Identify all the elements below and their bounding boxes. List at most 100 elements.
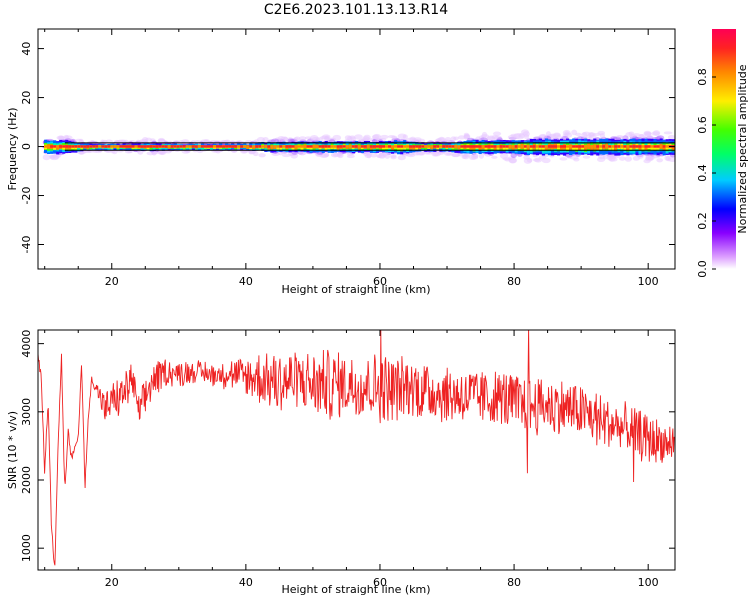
spectrogram-peak-cell bbox=[378, 145, 383, 148]
spectrogram-peak-cell bbox=[599, 145, 603, 148]
spectrogram-band-cell bbox=[644, 145, 648, 151]
spectrogram-peak-cell bbox=[424, 145, 428, 148]
spectrogram-peak-cell bbox=[526, 145, 531, 148]
spectrogram-noise-cell bbox=[491, 134, 499, 140]
spectrogram-band-cell bbox=[291, 145, 295, 150]
spectrogram-xtick-label: 60 bbox=[373, 275, 387, 288]
spectrogram-peak-cell bbox=[535, 145, 540, 148]
spectrogram-peak-cell bbox=[104, 145, 108, 148]
spectrogram-peak-cell bbox=[451, 145, 455, 148]
spectrogram-noise-cell bbox=[294, 136, 301, 142]
spectrogram-peak-cell bbox=[191, 145, 196, 148]
spectrogram-peak-cell bbox=[520, 145, 524, 148]
spectrogram-noise-cell bbox=[616, 135, 624, 139]
spectrogram-peak-cell bbox=[590, 145, 594, 148]
spectrogram-peak-cell bbox=[608, 145, 612, 148]
spectrogram-peak-cell bbox=[400, 145, 404, 148]
spectrogram-xtick-label: 100 bbox=[638, 275, 659, 288]
spectrogram-peak-cell bbox=[131, 145, 135, 148]
spectrogram-peak-cell bbox=[312, 145, 316, 148]
spectrogram-peak-cell bbox=[391, 145, 395, 148]
spectrogram-noise-cell bbox=[573, 157, 580, 162]
spectrogram-noise-cell bbox=[523, 155, 530, 160]
spectrogram-peak-cell bbox=[544, 145, 549, 148]
spectrogram-band-cell bbox=[566, 145, 570, 151]
spectrogram-noise-cell bbox=[444, 137, 451, 142]
spectrogram-peak-cell bbox=[270, 145, 274, 148]
spectrogram-peak-cell bbox=[348, 145, 352, 148]
spectrogram-peak-cell bbox=[113, 145, 117, 148]
spectrogram-peak-cell bbox=[95, 145, 99, 148]
spectrogram-peak-cell bbox=[532, 145, 537, 148]
snr-series-line bbox=[38, 330, 675, 566]
spectrogram-noise-cell bbox=[432, 150, 442, 157]
spectrogram-peak-cell bbox=[629, 145, 633, 148]
spectrogram-peak-cell bbox=[225, 145, 229, 148]
spectrogram-peak-cell bbox=[83, 145, 87, 148]
spectrogram-peak-cell bbox=[255, 145, 259, 148]
spectrogram-peak-cell bbox=[53, 145, 57, 148]
spectrogram-noise-cell bbox=[380, 134, 389, 139]
spectrogram-peak-cell bbox=[511, 145, 515, 148]
spectrogram-noise-cell bbox=[508, 157, 517, 164]
spectrogram-noise-cell bbox=[532, 158, 541, 162]
spectrogram-peak-cell bbox=[430, 145, 434, 148]
spectrogram-peak-cell bbox=[415, 145, 419, 148]
spectrogram-peak-cell bbox=[357, 145, 362, 148]
spectrogram-peak-cell bbox=[605, 145, 609, 148]
spectrogram-peak-cell bbox=[397, 145, 401, 148]
spectrogram-peak-cell bbox=[167, 145, 171, 148]
spectrogram-peak-cell bbox=[508, 145, 512, 148]
spectrogram-peak-cell bbox=[445, 145, 449, 148]
colorbar-label: Normalized spectral amplitude bbox=[736, 64, 749, 233]
spectrogram-band-cell bbox=[623, 145, 627, 151]
spectrogram-peak-cell bbox=[641, 145, 645, 148]
spectrogram-noise-cell bbox=[618, 156, 626, 161]
spectrogram-noise-cell bbox=[74, 138, 83, 142]
spectrogram-peak-cell bbox=[372, 145, 377, 148]
spectrogram-peak-cell bbox=[409, 145, 413, 148]
spectrogram-noise-cell bbox=[575, 132, 582, 137]
colorbar-tick-label: 0.6 bbox=[696, 116, 709, 134]
spectrogram-xlabel: Height of straight line (km) bbox=[281, 283, 430, 296]
spectrogram-noise-cell bbox=[280, 136, 289, 143]
spectrogram-noise-cell bbox=[42, 154, 51, 161]
spectrogram-xtick-label: 20 bbox=[105, 275, 119, 288]
spectrogram-peak-cell bbox=[623, 145, 627, 148]
spectrogram-plot-area bbox=[42, 129, 675, 164]
spectrogram-noise-cell bbox=[402, 134, 408, 140]
spectrogram-peak-cell bbox=[101, 145, 105, 148]
spectrogram-noise-cell bbox=[651, 131, 660, 136]
spectrogram-noise-cell bbox=[596, 156, 606, 163]
spectrogram-peak-cell bbox=[309, 145, 313, 148]
spectrogram-peak-cell bbox=[158, 145, 162, 148]
spectrogram-noise-cell bbox=[350, 136, 357, 142]
spectrogram-peak-cell bbox=[403, 145, 407, 148]
spectrogram-peak-cell bbox=[276, 145, 280, 148]
spectrogram-peak-cell bbox=[234, 145, 238, 148]
spectrogram-peak-cell bbox=[647, 145, 651, 148]
spectrogram-noise-cell bbox=[656, 158, 664, 163]
spectrogram-peak-cell bbox=[134, 145, 138, 148]
spectrogram-peak-cell bbox=[213, 145, 217, 148]
spectrogram-noise-cell bbox=[646, 135, 654, 139]
spectrogram-peak-cell bbox=[499, 145, 503, 148]
snr-ytick-label: 1000 bbox=[20, 534, 33, 562]
spectrogram-noise-cell bbox=[624, 156, 632, 162]
spectrogram-band-cell bbox=[391, 145, 395, 150]
spectrogram-noise-cell bbox=[559, 157, 568, 161]
spectrogram-peak-cell bbox=[460, 145, 464, 148]
spectrogram-peak-cell bbox=[279, 145, 283, 148]
spectrogram-noise-cell bbox=[499, 152, 509, 159]
spectrogram-peak-cell bbox=[231, 145, 235, 148]
spectrogram-peak-cell bbox=[472, 145, 476, 148]
spectrogram-noise-cell bbox=[181, 139, 190, 145]
spectrogram-peak-cell bbox=[89, 145, 93, 148]
spectrogram-peak-cell bbox=[505, 145, 509, 148]
spectrogram-noise-cell bbox=[59, 136, 65, 140]
snr-ylabel: SNR (10 * v/v) bbox=[6, 411, 19, 489]
colorbar-ticks: 0.0 0.2 0.4 0.6 0.8 bbox=[696, 68, 716, 278]
spectrogram-peak-cell bbox=[653, 145, 657, 148]
spectrogram-noise-cell bbox=[507, 135, 517, 140]
spectrogram-noise-cell bbox=[262, 136, 269, 143]
